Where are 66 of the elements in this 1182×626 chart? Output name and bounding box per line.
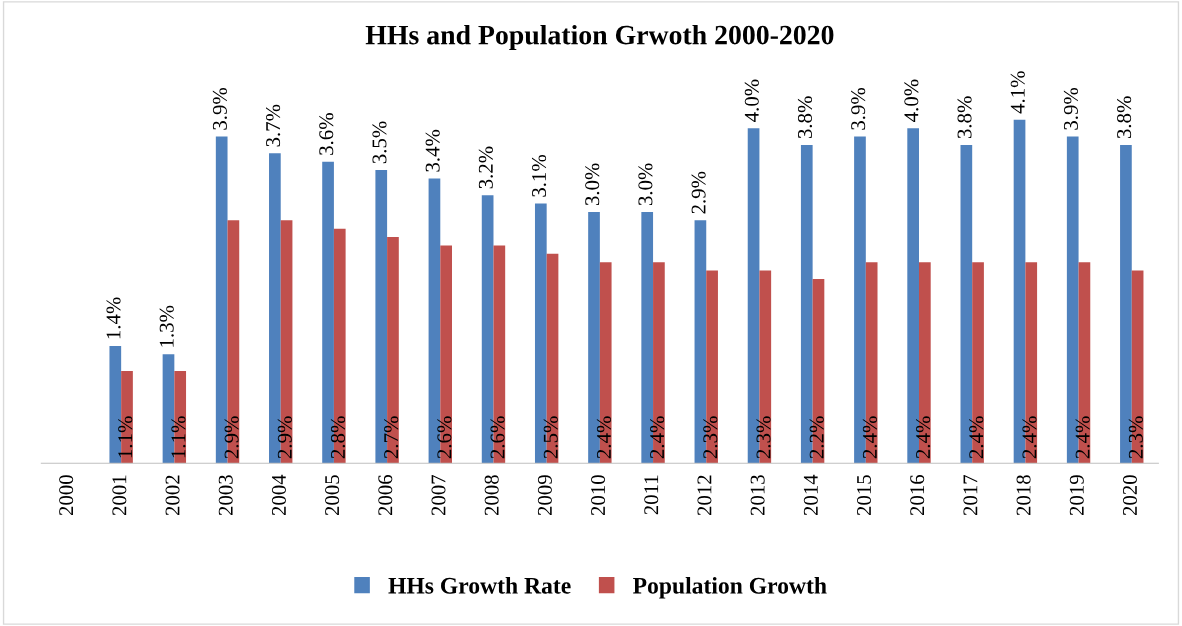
x-tick-label: 2013 <box>750 475 765 516</box>
x-tick-label: 2018 <box>1016 475 1031 516</box>
data-label: 3.0% <box>638 163 653 206</box>
data-label: 2.3% <box>1128 416 1143 459</box>
data-label: 1.1% <box>118 416 133 458</box>
chart-title: HHs and Population Grwoth 2000-2020 <box>365 24 834 51</box>
data-label: 3.8% <box>1117 96 1132 139</box>
data-label: 3.9% <box>212 87 227 130</box>
data-label: 3.9% <box>1063 87 1079 130</box>
data-label: 2.9% <box>224 416 239 459</box>
data-label: 2.5% <box>543 416 558 459</box>
data-label: 2.4% <box>1075 416 1090 459</box>
x-tick-label: 2016 <box>910 474 925 516</box>
data-label: 2.4% <box>969 416 984 459</box>
data-label: 2.6% <box>490 416 505 459</box>
data-label: 3.7% <box>266 104 281 147</box>
data-label: 3.4% <box>425 129 440 172</box>
data-label: 3.5% <box>372 121 387 164</box>
x-tick-label: 2001 <box>112 475 127 516</box>
data-label: 2.4% <box>1022 416 1037 459</box>
data-label: 3.6% <box>319 113 334 155</box>
data-label: 1.3% <box>159 305 174 347</box>
data-label: 3.8% <box>797 96 813 139</box>
x-tick-label: 2012 <box>697 475 712 516</box>
x-tick-label: 2017 <box>963 474 978 516</box>
x-tick-label: 2020 <box>1122 475 1137 516</box>
data-label: 4.0% <box>744 79 759 122</box>
data-label: 2.4% <box>862 416 877 459</box>
x-tick-label: 2019 <box>1069 475 1084 516</box>
x-tick-label: 2009 <box>537 475 552 516</box>
data-label: 2.3% <box>756 416 771 459</box>
x-tick-label: 2011 <box>644 475 659 515</box>
data-label: 2.4% <box>916 416 931 459</box>
data-label: 2.7% <box>384 416 399 459</box>
data-label: 3.9% <box>851 87 866 130</box>
x-tick-label: 2014 <box>803 474 818 516</box>
x-tick-label: 2003 <box>218 475 233 516</box>
data-label: 2.9% <box>277 416 292 459</box>
x-tick-label: 2008 <box>484 475 499 516</box>
data-label: 1.4% <box>106 297 121 339</box>
data-label: 2.6% <box>437 416 452 459</box>
data-label: 2.3% <box>703 416 718 459</box>
data-label: 1.1% <box>171 416 186 458</box>
data-label: 3.2% <box>478 146 493 189</box>
x-tick-label: 2007 <box>431 474 446 516</box>
bar <box>599 262 612 464</box>
x-tick-label: 2006 <box>378 474 393 516</box>
legend-label: HHs Growth Rate <box>388 577 571 594</box>
data-label: 2.8% <box>330 416 346 459</box>
data-label: 3.8% <box>957 96 972 139</box>
legend-label: Population Growth <box>633 577 827 599</box>
x-tick-label: 2015 <box>856 475 872 516</box>
data-label: 3.1% <box>531 155 547 197</box>
x-tick-label: 2000 <box>59 475 74 516</box>
x-tick-label: 2002 <box>165 475 180 516</box>
data-label: 2.4% <box>650 416 665 459</box>
data-label: 3.0% <box>585 163 600 206</box>
data-label: 2.2% <box>809 416 824 459</box>
x-tick-label: 2004 <box>271 474 286 516</box>
data-label: 2.9% <box>691 171 706 214</box>
data-label: 2.4% <box>596 416 612 459</box>
x-tick-label: 2010 <box>591 475 606 516</box>
bar <box>333 228 346 464</box>
x-tick-label: 2005 <box>325 475 340 516</box>
data-label: 4.1% <box>1010 71 1025 114</box>
data-label: 4.0% <box>904 79 919 122</box>
